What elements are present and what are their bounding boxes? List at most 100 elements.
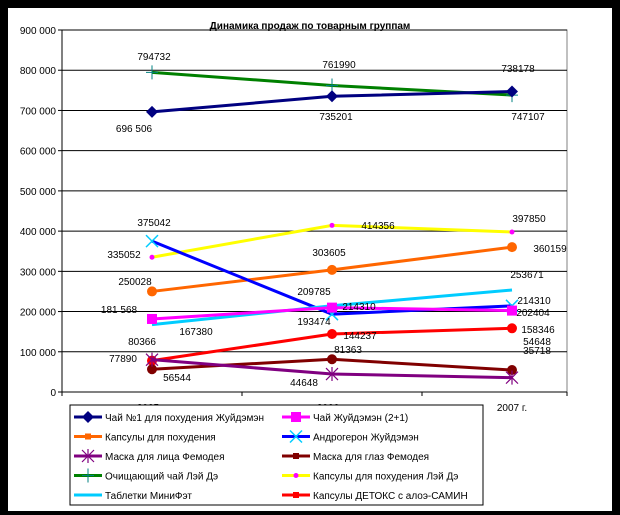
legend-label: Чай Жуйдэмэн (2+1) (313, 413, 408, 424)
data-label: 144237 (343, 331, 377, 342)
data-label: 214310 (342, 302, 376, 313)
data-label: 735201 (319, 112, 353, 123)
data-label: 414356 (361, 221, 395, 232)
data-point (329, 222, 335, 228)
data-point (507, 323, 517, 334)
legend-box (69, 404, 484, 506)
y-tick-label: 600 000 (20, 147, 57, 158)
data-label: 167380 (179, 327, 213, 338)
data-label: 303605 (312, 248, 346, 259)
legend-label: Капсулы ДЕТОКС с алоэ-САМИН (313, 491, 468, 502)
data-label: 335052 (107, 250, 141, 261)
data-label: 360159 (533, 244, 567, 255)
data-label: 761990 (322, 60, 356, 71)
data-point (507, 242, 517, 253)
legend-label: Маска для лица Фемодея (105, 452, 224, 463)
chart-title: Динамика продаж по товарным группам (210, 21, 411, 32)
data-label: 397850 (512, 214, 546, 225)
legend-item: Очищающий чай Лэй Дэ (74, 468, 218, 483)
data-point (146, 105, 158, 118)
y-tick-label: 800 000 (20, 66, 57, 77)
plot-area (61, 29, 568, 393)
data-label: 202404 (516, 308, 550, 319)
y-tick-label: 300 000 (20, 267, 57, 278)
legend-label: Капсулы для похудения Лэй Дэ (313, 472, 458, 483)
data-point (327, 302, 337, 313)
data-point (147, 313, 157, 324)
legend-item: Маска для глаз Фемодея (282, 452, 429, 463)
data-point (147, 286, 157, 297)
y-tick-label: 200 000 (20, 308, 57, 319)
data-label: 209785 (297, 287, 331, 298)
data-point (326, 90, 338, 103)
data-point (81, 449, 95, 463)
data-point (507, 305, 517, 316)
data-label: 794732 (137, 52, 171, 63)
data-point (505, 370, 519, 385)
data-point (146, 65, 158, 80)
series-2 (147, 242, 517, 297)
data-point (82, 468, 94, 483)
data-point (509, 229, 515, 235)
legend-item: Капсулы для похудения Лэй Дэ (282, 472, 458, 483)
data-point (327, 264, 337, 275)
y-tick-label: 400 000 (20, 227, 57, 238)
legend-label: Андрогерон Жуйдэмэн (313, 433, 419, 444)
data-label: 193474 (297, 317, 331, 328)
y-tick-label: 700 000 (20, 106, 57, 117)
series-4 (145, 352, 519, 385)
legend-item: Маска для лица Фемодея (74, 449, 224, 463)
data-label: 375042 (137, 218, 171, 229)
y-tick-label: 100 000 (20, 348, 57, 359)
legend-label: Очищающий чай Лэй Дэ (105, 472, 218, 483)
data-point (326, 78, 338, 93)
legend-item: Таблетки МиниФэт (74, 490, 192, 502)
y-tick-label: 0 (50, 388, 56, 399)
series-0 (146, 85, 518, 118)
data-point (82, 411, 94, 423)
data-point (145, 352, 159, 367)
data-label: 80366 (128, 337, 156, 348)
data-label: 253671 (510, 270, 544, 281)
data-label: 747107 (511, 112, 545, 123)
data-label: 696 506 (116, 124, 153, 135)
data-point (506, 85, 518, 98)
legend-marker (293, 453, 299, 459)
series-9 (147, 323, 517, 366)
data-label: 250028 (118, 277, 152, 288)
legend-item: Капсулы для похудения (74, 433, 216, 444)
legend-item: Андрогерон Жуйдэмэн (282, 429, 419, 444)
data-point (289, 429, 303, 444)
y-tick-label: 900 000 (20, 26, 57, 37)
data-point (325, 367, 339, 382)
legend-label: Таблетки МиниФэт (105, 490, 192, 502)
data-point (507, 365, 517, 376)
data-point (293, 473, 299, 478)
legend-marker (293, 492, 299, 498)
data-label: 81363 (334, 345, 362, 356)
data-label: 738178 (501, 64, 535, 75)
legend-label: Капсулы для похудения (105, 433, 216, 444)
x-tick-label: 2007 г. (497, 403, 527, 414)
data-label: 56544 (163, 373, 191, 384)
legend-label: Чай №1 для похудения Жуйдэмэн (105, 413, 264, 424)
data-label: 181 568 (101, 305, 138, 316)
data-label: 158346 (521, 325, 555, 336)
data-point (327, 354, 337, 365)
data-label: 44648 (290, 378, 318, 389)
data-label: 35718 (523, 346, 551, 357)
legend-label: Маска для глаз Фемодея (313, 452, 429, 463)
series-7 (149, 222, 515, 260)
legend-marker (85, 433, 91, 440)
data-point (327, 328, 337, 339)
legend-item: Чай №1 для похудения Жуйдэмэн (74, 411, 264, 424)
legend-item: Чай Жуйдэмэн (2+1) (282, 412, 408, 424)
legend: Чай №1 для похудения Жуйдэмэн Чай Жуйдэмэ… (69, 404, 484, 506)
y-tick-label: 500 000 (20, 187, 57, 198)
data-point (291, 412, 301, 422)
series-1 (147, 302, 517, 324)
data-point (149, 254, 155, 260)
data-point (145, 234, 159, 248)
